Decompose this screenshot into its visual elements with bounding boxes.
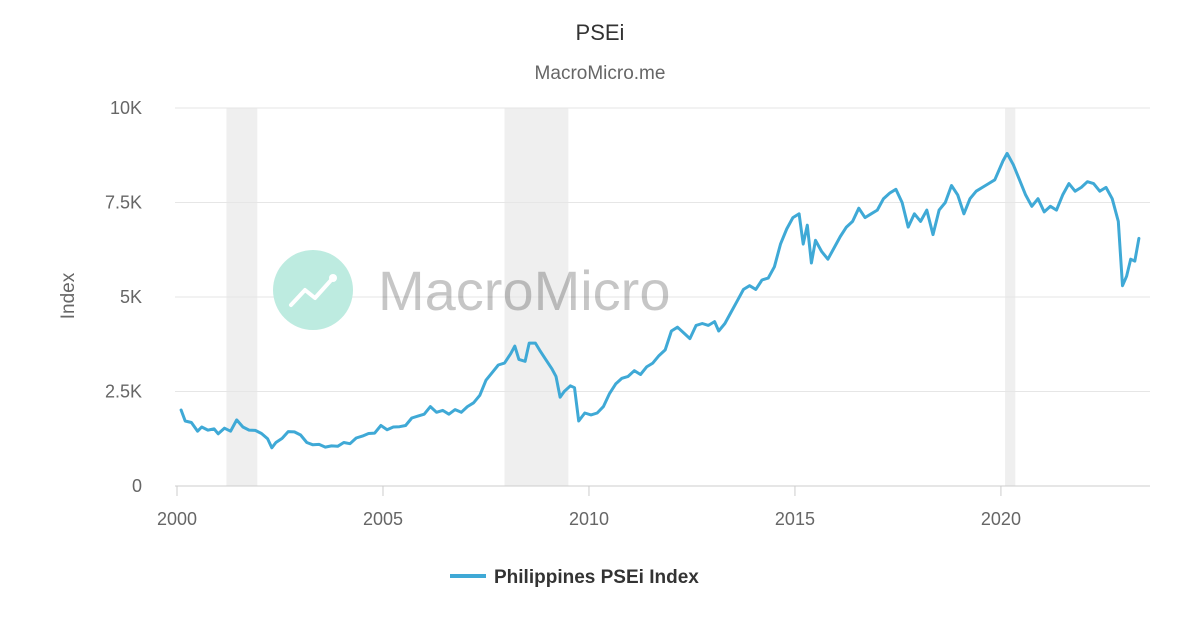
x-tick-label: 2000 — [157, 509, 197, 529]
chart-subtitle: MacroMicro.me — [535, 63, 666, 84]
watermark-logo-icon — [273, 250, 353, 330]
y-axis-title: Index — [58, 272, 79, 319]
watermark-chart-icon — [289, 276, 335, 307]
y-tick-label: 0 — [132, 476, 142, 496]
y-tick-label: 10K — [110, 98, 142, 118]
y-tick-label: 2.5K — [105, 382, 142, 402]
y-tick-label: 5K — [120, 287, 142, 307]
x-tick-label: 2015 — [775, 509, 815, 529]
y-axis-ticks: 0 2.5K 5K 7.5K 10K — [105, 98, 142, 496]
watermark: MacroMicro — [273, 250, 670, 330]
legend-label[interactable]: Philippines PSEi Index — [494, 567, 699, 588]
x-tick-label: 2005 — [363, 509, 403, 529]
series-group — [179, 151, 1141, 450]
grid-lines — [175, 107, 1150, 392]
series-line-0[interactable] — [179, 151, 1141, 450]
watermark-text: MacroMicro — [378, 259, 670, 322]
x-axis-ticks: 2000 2005 2010 2015 2020 — [157, 486, 1021, 529]
y-tick-label: 7.5K — [105, 193, 142, 213]
x-tick-label: 2010 — [569, 509, 609, 529]
legend[interactable]: Philippines PSEi Index — [450, 567, 699, 588]
x-tick-label: 2020 — [981, 509, 1021, 529]
chart-title: PSEi — [576, 20, 625, 45]
watermark-dot-icon — [329, 274, 337, 282]
